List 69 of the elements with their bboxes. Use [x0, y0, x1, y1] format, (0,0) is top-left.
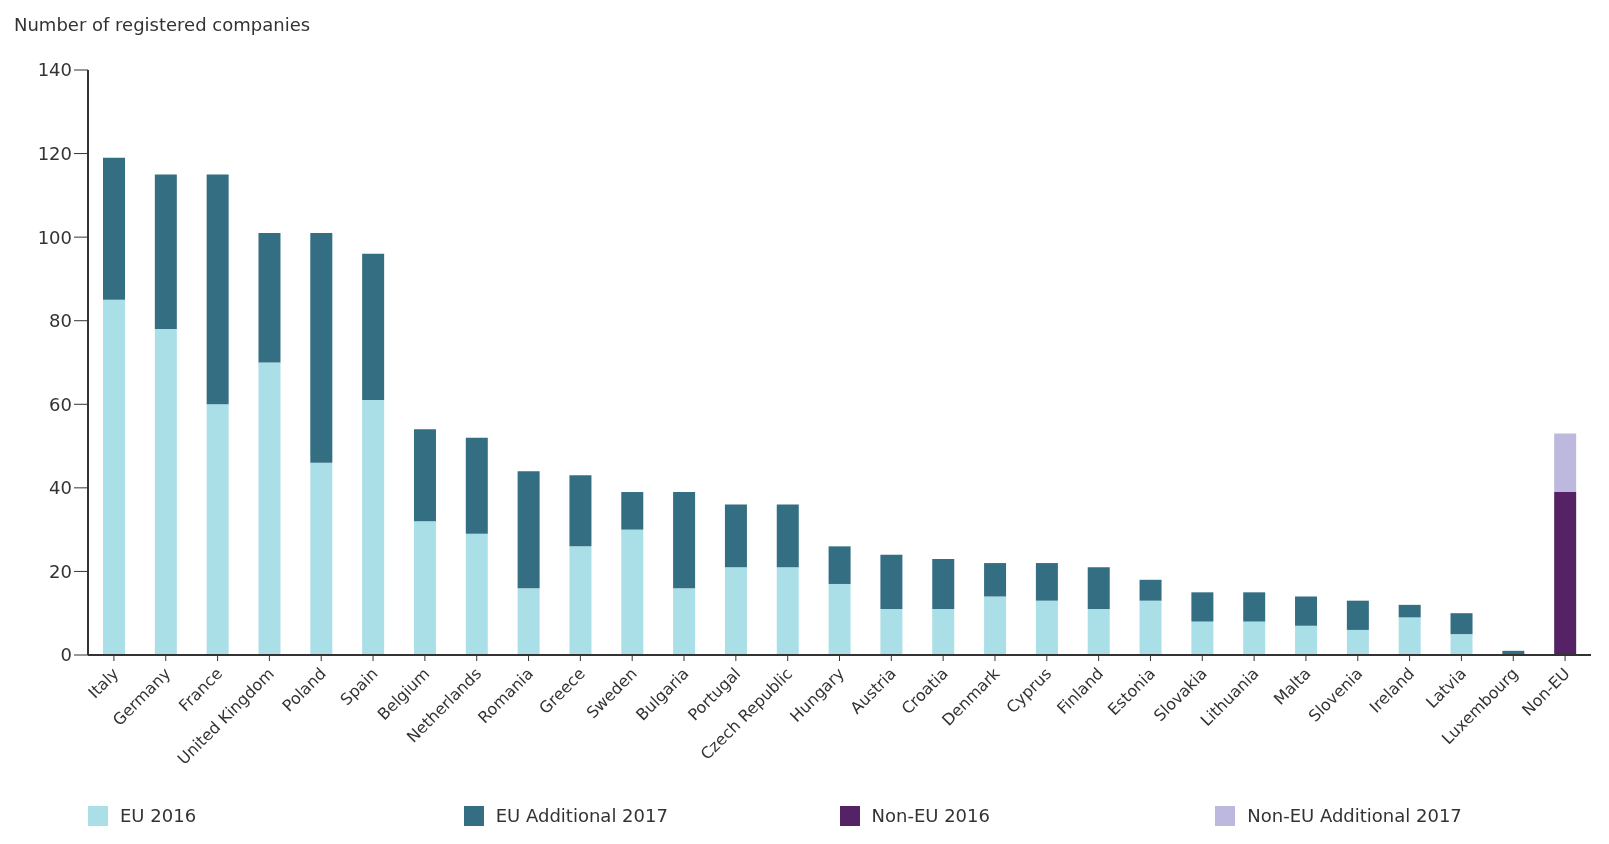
bar	[776, 567, 799, 655]
bar	[932, 609, 955, 655]
y-tick-label: 40	[49, 477, 72, 499]
bar	[258, 362, 281, 655]
bar	[1450, 634, 1473, 655]
legend-label: EU 2016	[120, 805, 197, 826]
bar	[1243, 621, 1266, 655]
bar	[984, 596, 1007, 655]
bar	[154, 174, 177, 330]
bar	[465, 437, 488, 534]
y-axis-title: Number of registered companies	[14, 14, 311, 35]
bar	[362, 253, 385, 401]
bar	[154, 329, 177, 655]
bar	[1295, 625, 1318, 655]
bar	[724, 504, 747, 568]
bar	[1554, 433, 1577, 493]
y-tick-label: 20	[49, 560, 72, 582]
bar	[1346, 629, 1369, 655]
bar	[103, 299, 125, 655]
bar	[569, 475, 592, 547]
bar	[621, 529, 644, 655]
bar	[932, 558, 955, 610]
bar	[1243, 592, 1266, 622]
bar	[206, 404, 229, 655]
y-tick-label: 120	[37, 142, 72, 164]
bar	[1035, 563, 1058, 601]
bar	[776, 504, 799, 568]
y-tick-label: 140	[37, 59, 72, 81]
bar	[103, 157, 125, 300]
bar	[1087, 567, 1110, 610]
bar	[1139, 579, 1162, 601]
bar	[1139, 600, 1162, 655]
bar	[880, 609, 903, 655]
bar	[1398, 604, 1421, 618]
bar	[1398, 617, 1421, 655]
bar	[1191, 621, 1214, 655]
bar	[1346, 600, 1369, 630]
legend-label: EU Additional 2017	[495, 805, 668, 826]
bar	[465, 533, 488, 655]
bar	[621, 492, 644, 530]
bar	[880, 554, 903, 610]
bar	[1554, 492, 1577, 655]
bar	[310, 232, 333, 463]
bar	[310, 462, 333, 655]
legend-label: Non-EU 2016	[871, 805, 990, 826]
bar	[1295, 596, 1318, 626]
bar	[1450, 613, 1473, 635]
bar	[517, 471, 540, 589]
y-tick-label: 100	[37, 226, 72, 248]
bar	[828, 546, 851, 584]
bar	[828, 583, 851, 655]
bar	[569, 546, 592, 655]
bar	[517, 588, 540, 655]
bar	[413, 521, 436, 655]
bar	[984, 563, 1007, 597]
y-tick-label: 80	[49, 310, 72, 332]
y-tick-label: 60	[49, 393, 72, 415]
bar	[1035, 600, 1058, 655]
y-tick-label: 0	[60, 644, 72, 666]
legend-label: Non-EU Additional 2017	[1247, 805, 1462, 826]
bar	[362, 400, 385, 655]
bar	[724, 567, 747, 655]
bar	[1191, 592, 1214, 622]
bar	[258, 232, 281, 363]
bar	[673, 588, 696, 655]
bar	[1087, 609, 1110, 655]
bar	[673, 492, 696, 589]
bar	[413, 429, 436, 522]
bar	[206, 174, 229, 405]
